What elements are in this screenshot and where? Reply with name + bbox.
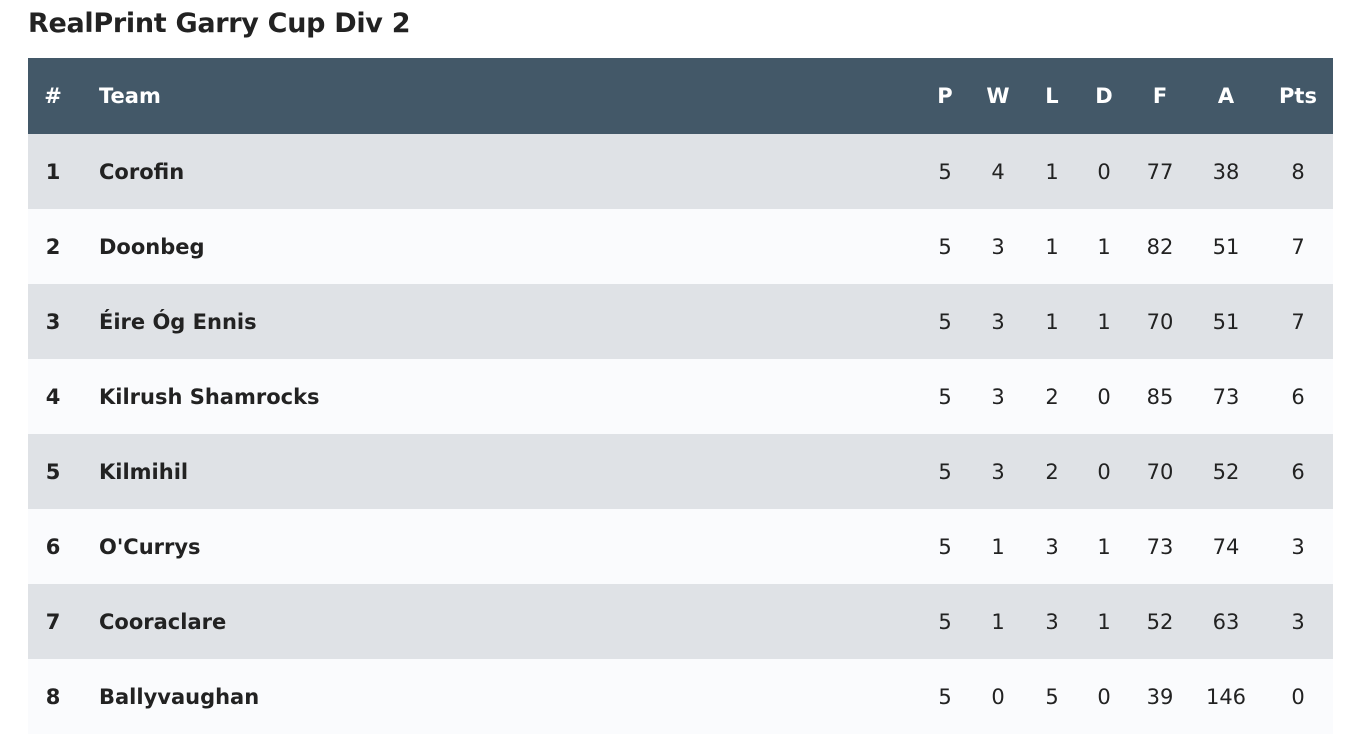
team-cell: Kilmihil (99, 459, 189, 484)
stat-cell: 0 (991, 684, 1005, 709)
table-row: 4 Kilrush Shamrocks 5 3 2 0 85 73 6 (28, 359, 1333, 434)
stat-cell: 1 (1097, 309, 1111, 334)
rank-cell: # (44, 84, 62, 108)
stat-cell: F (1152, 84, 1168, 108)
stat-cell: 3 (1045, 609, 1059, 634)
stat-cell: 0 (1097, 384, 1111, 409)
stat-cell: 1 (1097, 234, 1111, 259)
stat-cell: 70 (1146, 459, 1174, 484)
stat-cell: 74 (1212, 534, 1240, 559)
page: {"header": {"title": "RealPrint Garry Cu… (28, 8, 1333, 709)
stat-cell: 8 (1291, 159, 1305, 184)
stat-cell: 1 (1097, 609, 1111, 634)
stat-cell: 70 (1146, 309, 1174, 334)
stat-cell: 1 (991, 534, 1005, 559)
stat-cell: 146 (1205, 684, 1247, 709)
stat-cell: Pts (1279, 84, 1317, 108)
stat-cell: 0 (1097, 159, 1111, 184)
header-row: # Team P W L D F A Pts (28, 58, 1333, 134)
rank-cell: 3 (45, 309, 61, 334)
table-row: 1 Corofin 5 4 1 0 77 38 8 (28, 134, 1333, 209)
stat-cell: 3 (991, 234, 1005, 259)
stat-cell: 5 (938, 459, 952, 484)
table-title: RealPrint Garry Cup Div 2 (28, 8, 411, 39)
table-row: 5 Kilmihil 5 3 2 0 70 52 6 (28, 434, 1333, 509)
stat-cell: 1 (1097, 534, 1111, 559)
team-cell: Kilrush Shamrocks (99, 384, 320, 409)
team-cell: Éire Óg Ennis (99, 309, 257, 334)
table-row: 7 Cooraclare 5 1 3 1 52 63 3 (28, 584, 1333, 659)
rank-cell: 6 (45, 534, 61, 559)
table-row: 6 O'Currys 5 1 3 1 73 74 3 (28, 509, 1333, 584)
table-row: 2 Doonbeg 5 3 1 1 82 51 7 (28, 209, 1333, 284)
stat-cell: 73 (1146, 534, 1174, 559)
team-cell: Ballyvaughan (99, 684, 260, 709)
table-row: 8 Ballyvaughan 5 0 5 0 39 146 0 (28, 659, 1333, 734)
stat-cell: 5 (938, 534, 952, 559)
team-cell: Corofin (99, 159, 185, 184)
stat-cell: 52 (1146, 609, 1174, 634)
stat-cell: 3 (991, 384, 1005, 409)
stat-cell: 0 (1291, 684, 1305, 709)
stat-cell: 51 (1212, 309, 1240, 334)
rank-cell: 2 (45, 234, 61, 259)
stat-cell: 82 (1146, 234, 1174, 259)
stat-cell: 5 (938, 684, 952, 709)
stat-cell: 77 (1146, 159, 1174, 184)
stat-cell: 3 (1045, 534, 1059, 559)
stat-cell: 0 (1097, 684, 1111, 709)
stat-cell: 2 (1045, 384, 1059, 409)
stat-cell: L (1045, 84, 1059, 108)
standings-table: # Team P W L D F A Pts 1 Corofin 5 4 1 0 77 38 8 2 Doonbeg 5… (28, 58, 1333, 734)
stat-cell: 1 (1045, 234, 1059, 259)
stat-cell: 1 (1045, 309, 1059, 334)
stat-cell: 73 (1212, 384, 1240, 409)
stat-cell: 51 (1212, 234, 1240, 259)
team-cell: Doonbeg (99, 234, 205, 259)
stat-cell: 3 (1291, 609, 1305, 634)
stat-cell: 5 (938, 159, 952, 184)
team-cell: Team (99, 84, 161, 108)
stat-cell: P (937, 84, 953, 108)
rank-cell: 7 (45, 609, 61, 634)
stat-cell: 6 (1291, 384, 1305, 409)
stat-cell: 2 (1045, 459, 1059, 484)
stat-cell: 52 (1212, 459, 1240, 484)
stat-cell: 63 (1212, 609, 1240, 634)
stat-cell: 0 (1097, 459, 1111, 484)
stat-cell: 1 (1045, 159, 1059, 184)
rank-cell: 5 (45, 459, 61, 484)
stat-cell: 5 (1045, 684, 1059, 709)
stat-cell: W (986, 84, 1010, 108)
team-cell: O'Currys (99, 534, 201, 559)
stat-cell: 85 (1146, 384, 1174, 409)
stat-cell: 7 (1291, 234, 1305, 259)
stat-cell: 3 (1291, 534, 1305, 559)
team-cell: Cooraclare (99, 609, 227, 634)
stat-cell: 5 (938, 234, 952, 259)
stat-cell: 3 (991, 459, 1005, 484)
rank-cell: 1 (45, 159, 61, 184)
stat-cell: 6 (1291, 459, 1305, 484)
stat-cell: 7 (1291, 309, 1305, 334)
stat-cell: D (1095, 84, 1113, 108)
stat-cell: 5 (938, 609, 952, 634)
rank-cell: 4 (45, 384, 61, 409)
stat-cell: 39 (1146, 684, 1174, 709)
stat-cell: 5 (938, 309, 952, 334)
stat-cell: 3 (991, 309, 1005, 334)
stat-cell: 4 (991, 159, 1005, 184)
stat-cell: 38 (1212, 159, 1240, 184)
stat-cell: 5 (938, 384, 952, 409)
rank-cell: 8 (45, 684, 61, 709)
stat-cell: 1 (991, 609, 1005, 634)
stat-cell: A (1217, 84, 1235, 108)
table-row: 3 Éire Óg Ennis 5 3 1 1 70 51 7 (28, 284, 1333, 359)
